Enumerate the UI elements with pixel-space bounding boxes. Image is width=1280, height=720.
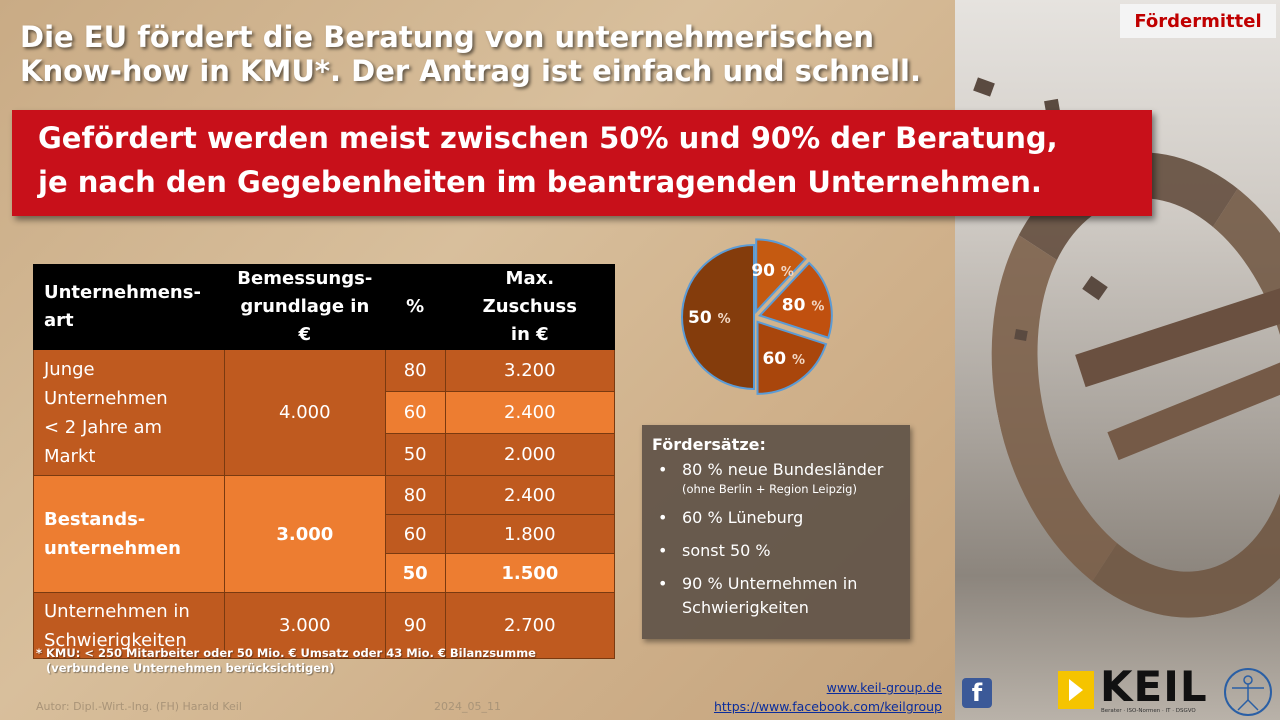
row-percent: 80 (384, 349, 446, 392)
table-row: 50 1.500 (34, 553, 616, 593)
row-percent: 50 (384, 433, 446, 476)
row-label: Bestands- unternehmen (33, 475, 225, 593)
table-row: 60 1.800 (34, 514, 616, 554)
footnote: * KMU: < 250 Mitarbeiter oder 50 Mio. € … (36, 646, 536, 676)
pie-slice-label: 90 % (751, 261, 794, 281)
category-badge: Fördermittel (1120, 4, 1276, 38)
row-label: Junge Unternehmen < 2 Jahre am Markt (33, 349, 225, 476)
pie-slice-90 (755, 238, 807, 314)
header-max: Max. Zuschuss in € (444, 264, 616, 350)
background-photo (955, 0, 1280, 720)
debris (1014, 329, 1028, 341)
logo-tagline: Berater · ISO-Normen · IT · DSGVO (1101, 708, 1196, 714)
vitruvian-shape (1232, 675, 1264, 711)
rates-box: Fördersätze: 80 % neue Bundesländer (ohn… (642, 425, 910, 639)
pie-slice-60 (756, 320, 828, 395)
row-basis: 3.000 (223, 592, 386, 659)
row-label: Unternehmen in Schwierigkeiten (33, 592, 225, 659)
rates-item: 60 % Lüneburg (652, 506, 900, 530)
pie-slice-label: 50 % (688, 308, 731, 328)
row-percent: 50 (384, 553, 446, 593)
header-percent: % (384, 264, 446, 350)
rates-title: Fördersätze: (652, 435, 766, 454)
row-percent: 60 (384, 514, 446, 554)
pie-slice-50 (681, 243, 755, 391)
author-credit: Autor: Dipl.-Wirt.-Ing. (FH) Harald Keil (36, 700, 242, 713)
row-amount: 1.800 (444, 514, 616, 554)
contact-links: www.keil-group.de https://www.facebook.c… (714, 678, 942, 716)
vitruvian-icon (1224, 668, 1272, 716)
pie-slice-label: 60 % (762, 349, 805, 369)
row-amount: 2.700 (444, 592, 616, 659)
highlight-banner: Gefördert werden meist zwischen 50% und … (12, 110, 1152, 216)
row-percent: 60 (384, 391, 446, 434)
footnote-line: (verbundene Unternehmen berücksichtigen) (46, 661, 335, 675)
row-amount: 2.400 (444, 391, 616, 434)
header-type: Unternehmens- art (33, 264, 225, 350)
pie-chart-svg: 50 % 90 % 80 % 60 % (681, 238, 833, 395)
title-line: Know-how in KMU*. Der Antrag ist einfach… (20, 54, 921, 88)
rates-item: 80 % neue Bundesländer (ohne Berlin + Re… (652, 458, 900, 497)
logo-arrow-icon (1058, 671, 1094, 709)
rates-item: sonst 50 % (652, 539, 900, 563)
rates-list: 80 % neue Bundesländer (ohne Berlin + Re… (652, 458, 900, 620)
banner-line: je nach den Gegebenheiten im beantragend… (38, 165, 1042, 199)
pie-slice-80 (758, 261, 833, 340)
footnote-line: * KMU: < 250 Mitarbeiter oder 50 Mio. € … (36, 646, 536, 660)
banner-line: Gefördert werden meist zwischen 50% und … (38, 121, 1058, 155)
pie-chart: 50 % 90 % 80 % 60 % (664, 232, 854, 402)
facebook-link[interactable]: https://www.facebook.com/keilgroup (713, 699, 942, 714)
row-percent: 90 (384, 592, 446, 659)
row-basis: 4.000 (223, 349, 386, 476)
row-amount: 2.400 (444, 475, 616, 515)
pie-slice-label: 80 % (782, 295, 825, 315)
table-header-row: Unternehmens- art Bemessungs- grundlage … (33, 264, 616, 350)
row-percent: 80 (384, 475, 446, 515)
rates-item: 90 % Unternehmen in Schwierigkeiten (652, 572, 900, 620)
table-row: Unternehmen in Schwierigkeiten 3.000 90 … (33, 592, 616, 659)
row-amount: 1.500 (444, 553, 616, 593)
table-row: Bestands- unternehmen 3.000 80 2.400 (33, 475, 616, 593)
row-amount: 2.000 (444, 433, 616, 476)
title-line: Die EU fördert die Beratung von unterneh… (20, 20, 875, 54)
header-basis: Bemessungs- grundlage in € (223, 264, 386, 350)
row-amount: 3.200 (444, 349, 616, 392)
table-row: Junge Unternehmen < 2 Jahre am Markt 4.0… (33, 349, 616, 476)
table-row: 50 2.000 (34, 433, 616, 476)
table-row: 60 2.400 (34, 391, 616, 434)
date-stamp: 2024_05_11 (434, 700, 501, 713)
funding-table: Unternehmens- art Bemessungs- grundlage … (33, 264, 616, 659)
company-logo: KEIL (1100, 662, 1208, 711)
logo-arrow-shape (1069, 679, 1083, 701)
facebook-icon[interactable]: f (962, 678, 992, 708)
page-title: Die EU fördert die Beratung von unterneh… (20, 20, 1010, 88)
website-link[interactable]: www.keil-group.de (826, 680, 942, 695)
row-basis: 3.000 (223, 475, 386, 593)
